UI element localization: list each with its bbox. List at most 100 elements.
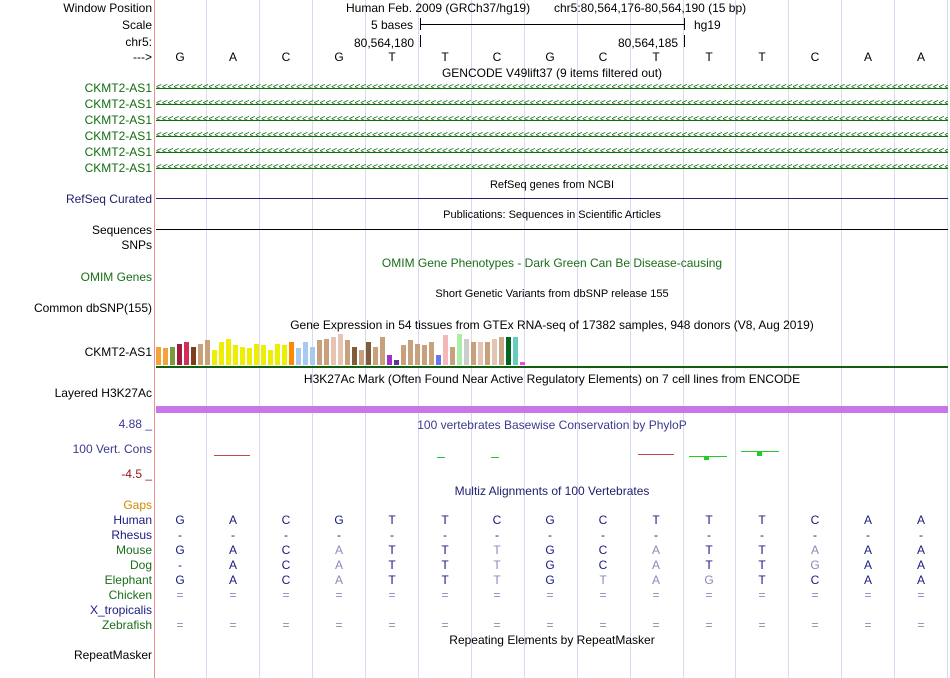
snps-label[interactable]: SNPs [121,238,152,252]
species-label[interactable]: X_tropicalis [89,603,152,617]
gtex-tissue-bar[interactable] [387,355,392,365]
gtex-tissue-bar[interactable] [429,342,434,365]
gencode-transcript-line[interactable] [156,168,948,169]
alignment-base: G [334,513,344,527]
gtex-tissue-bar[interactable] [471,342,476,365]
gtex-tissue-bar[interactable] [296,348,301,365]
gtex-tissue-bar[interactable] [443,335,448,365]
alignment-base: T [652,513,660,527]
species-label[interactable]: Elephant [104,573,152,587]
gtex-tissue-bar[interactable] [401,345,406,365]
gtex-tissue-bar[interactable] [352,347,357,365]
gtex-tissue-bar[interactable] [198,344,203,365]
gtex-tissue-bar[interactable] [317,340,322,365]
gtex-tissue-bar[interactable] [394,360,399,365]
gtex-tissue-bar[interactable] [310,347,315,365]
gencode-transcript-line[interactable] [156,152,948,153]
gencode-gene-label[interactable]: CKMT2-AS1 [84,145,152,159]
gencode-transcript-line[interactable] [156,104,948,105]
gtex-tissue-bar[interactable] [163,348,168,365]
gencode-transcript-line[interactable] [156,120,948,121]
gtex-tissue-bar[interactable] [464,339,469,365]
dbsnp-label[interactable]: Common dbSNP(155) [33,301,152,315]
gtex-tissue-bar[interactable] [450,347,455,365]
omim-label[interactable]: OMIM Genes [80,270,152,284]
gencode-transcript-line[interactable] [156,88,948,89]
gtex-tissue-bar[interactable] [191,347,196,365]
gtex-tissue-bar[interactable] [240,347,245,365]
species-label[interactable]: Human [113,513,152,527]
gencode-gene-label[interactable]: CKMT2-AS1 [84,81,152,95]
omim-track-title: OMIM Gene Phenotypes - Dark Green Can Be… [381,256,723,270]
repeatmasker-label[interactable]: RepeatMasker [73,648,152,662]
refseq-label[interactable]: RefSeq Curated [65,192,152,206]
gtex-tissue-bar[interactable] [408,340,413,365]
gtex-tissue-bar[interactable] [247,348,252,365]
gtex-tissue-bar[interactable] [331,337,336,365]
species-label[interactable]: Mouse [115,543,152,557]
publications-label[interactable]: Sequences [91,223,152,237]
alignment-base: T [758,543,766,557]
gtex-tissue-bar[interactable] [170,347,175,365]
species-label[interactable]: Rhesus [111,528,152,542]
gtex-tissue-bar[interactable] [261,345,266,365]
gtex-tissue-bar[interactable] [436,355,441,365]
gtex-tissue-bar[interactable] [380,337,385,365]
gencode-gene-label[interactable]: CKMT2-AS1 [84,97,152,111]
gtex-tissue-bar[interactable] [233,345,238,365]
alignment-base: = [229,588,237,602]
gencode-gene-label[interactable]: CKMT2-AS1 [84,113,152,127]
gtex-tissue-bar[interactable] [303,342,308,365]
scale-text: 5 bases [371,18,414,32]
gtex-tissue-bar[interactable] [212,350,217,365]
grid-line [577,0,578,678]
gtex-tissue-bar[interactable] [513,337,518,365]
gtex-tissue-bar[interactable] [282,345,287,365]
gtex-tissue-bar[interactable] [506,337,511,365]
strand-arrows: <<<<<<<<<<<<<<<<<<<<<<<<<<<<<<<<<<<<<<<<… [156,82,948,93]
gtex-tissue-bar[interactable] [156,347,161,365]
gtex-tissue-bar[interactable] [205,340,210,365]
species-label[interactable]: Chicken [108,588,152,602]
h3k27ac-label[interactable]: Layered H3K27Ac [54,386,152,400]
gtex-expression-bars[interactable] [156,332,556,365]
gtex-tissue-bar[interactable] [177,344,182,365]
gtex-tissue-bar[interactable] [478,342,483,365]
gtex-tissue-bar[interactable] [254,344,259,365]
alignment-base: T [388,543,396,557]
gtex-gene-line [156,366,948,368]
alignment-base: - [178,528,182,542]
gtex-gene-label[interactable]: CKMT2-AS1 [84,345,152,359]
gtex-tissue-bar[interactable] [345,340,350,365]
gtex-tissue-bar[interactable] [324,339,329,365]
grid-line [735,0,736,678]
gtex-tissue-bar[interactable] [226,339,231,365]
gtex-tissue-bar[interactable] [485,342,490,365]
gtex-tissue-bar[interactable] [415,344,420,365]
gtex-tissue-bar[interactable] [366,342,371,365]
gtex-tissue-bar[interactable] [289,342,294,365]
phylop-label[interactable]: 100 Vert. Cons [72,442,152,456]
species-label[interactable]: Dog [129,558,152,572]
h3k27ac-signal[interactable] [156,406,948,413]
gtex-tissue-bar[interactable] [499,337,504,365]
gtex-tissue-bar[interactable] [457,334,462,365]
gencode-gene-label[interactable]: CKMT2-AS1 [84,129,152,143]
gencode-gene-label[interactable]: CKMT2-AS1 [84,161,152,175]
gtex-tissue-bar[interactable] [422,345,427,365]
gencode-transcript-line[interactable] [156,136,948,137]
gtex-tissue-bar[interactable] [268,350,273,365]
gtex-tissue-bar[interactable] [184,342,189,365]
species-label[interactable]: Zebrafish [101,618,152,632]
alignment-base: = [917,588,925,602]
alignment-base: = [176,588,184,602]
gtex-tissue-bar[interactable] [359,350,364,365]
gencode-track-title: GENCODE V49lift37 (9 items filtered out) [441,66,663,80]
gtex-tissue-bar[interactable] [373,347,378,365]
gtex-tissue-bar[interactable] [275,344,280,365]
gtex-tissue-bar[interactable] [520,362,525,365]
gtex-tissue-bar[interactable] [492,339,497,365]
gtex-tissue-bar[interactable] [338,334,343,365]
gtex-tissue-bar[interactable] [219,342,224,365]
